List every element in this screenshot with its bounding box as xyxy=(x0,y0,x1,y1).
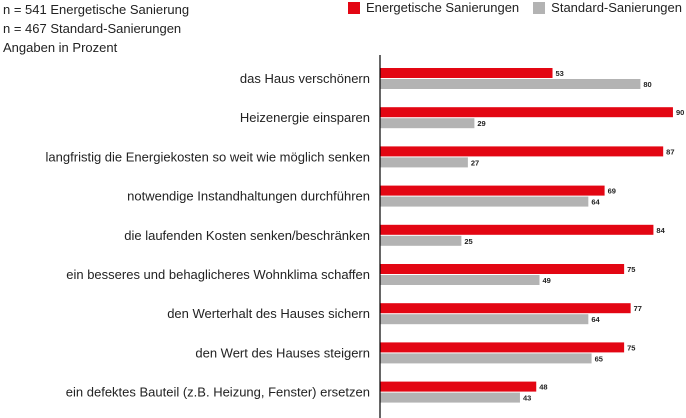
category-label: notwendige Instandhaltungen durchführen xyxy=(127,189,370,204)
value-label-standard: 64 xyxy=(591,315,600,324)
value-label-energetic: 53 xyxy=(556,69,564,78)
note-sample-standard: n = 467 Standard-Sanierungen xyxy=(3,21,182,36)
category-label: den Werterhalt des Hauses sichern xyxy=(167,306,370,321)
bar-energetic xyxy=(380,303,631,314)
value-label-energetic: 75 xyxy=(627,265,635,274)
sample-notes: n = 541 Energetische Sanierung n = 467 S… xyxy=(3,0,189,57)
bar-energetic xyxy=(380,185,605,196)
bar-standard xyxy=(380,275,540,285)
note-unit: Angaben in Prozent xyxy=(3,40,118,55)
bar-standard xyxy=(380,353,592,364)
bar-energetic xyxy=(380,146,664,157)
value-label-standard: 49 xyxy=(542,276,550,285)
value-label-standard: 29 xyxy=(477,119,485,128)
category-label: ein defektes Bauteil (z.B. Heizung, Fens… xyxy=(66,385,370,400)
value-label-energetic: 87 xyxy=(666,147,674,156)
value-label-energetic: 48 xyxy=(539,383,547,392)
bar-energetic xyxy=(380,381,537,392)
value-label-energetic: 69 xyxy=(608,187,616,196)
bar-standard xyxy=(380,118,475,129)
legend-item-energetic: Energetische Sanierungen xyxy=(347,0,520,15)
value-label-energetic: 84 xyxy=(656,226,665,235)
legend-label-standard: Standard-Sanierungen xyxy=(551,0,682,15)
value-label-standard: 80 xyxy=(643,80,651,89)
value-label-standard: 65 xyxy=(595,354,603,363)
bar-standard xyxy=(380,392,520,403)
category-label: Heizenergie einsparen xyxy=(240,110,370,125)
category-label: die laufenden Kosten senken/beschränken xyxy=(124,228,370,243)
bar-standard xyxy=(380,314,589,325)
legend-item-standard: Standard-Sanierungen xyxy=(533,0,682,15)
bar-energetic xyxy=(380,224,654,235)
category-label: das Haus verschönern xyxy=(240,71,370,86)
bar-energetic xyxy=(380,107,673,118)
legend-swatch-energetic xyxy=(347,1,360,14)
value-label-standard: 25 xyxy=(464,237,472,246)
value-label-standard: 43 xyxy=(523,394,531,403)
bar-energetic xyxy=(380,68,553,78)
bar-energetic xyxy=(380,342,625,353)
value-label-standard: 27 xyxy=(471,158,479,167)
bar-standard xyxy=(380,157,468,168)
bar-standard xyxy=(380,196,589,207)
value-label-standard: 64 xyxy=(591,198,600,207)
bar-standard xyxy=(380,235,462,246)
value-label-energetic: 90 xyxy=(676,108,684,117)
bar-energetic xyxy=(380,264,625,274)
category-label: langfristig die Energiekosten so weit wi… xyxy=(46,149,370,164)
category-label: den Wert des Hauses steigern xyxy=(195,345,370,360)
legend-label-energetic: Energetische Sanierungen xyxy=(365,0,520,15)
value-label-energetic: 75 xyxy=(627,343,635,352)
category-label: ein besseres und behaglicheres Wohnklima… xyxy=(66,267,370,282)
legend-swatch-standard xyxy=(533,1,546,14)
bar-standard xyxy=(380,79,641,89)
value-label-energetic: 77 xyxy=(634,304,642,313)
note-sample-energetic: n = 541 Energetische Sanierung xyxy=(3,2,190,17)
legend: Energetische Sanierungen Standard-Sanier… xyxy=(347,0,682,15)
